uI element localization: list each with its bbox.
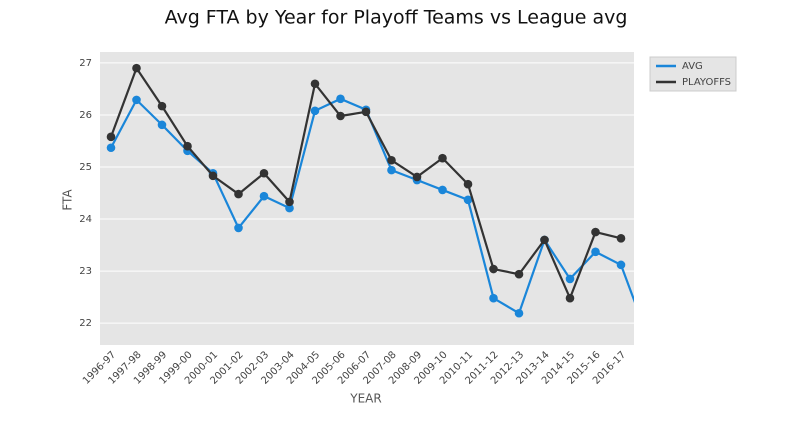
data-point [310,106,320,116]
data-point [132,95,141,105]
data-point [438,153,447,163]
data-point [106,143,116,153]
data-point [361,107,371,117]
data-point [208,171,218,181]
data-point [565,274,575,284]
legend: AVG PLAYOFFS [649,56,737,92]
y-tick-label: 25 [79,162,92,173]
data-point [259,168,269,178]
plot-area [100,52,634,345]
y-tick-label: 23 [79,266,92,277]
data-point [234,223,243,233]
legend-box [649,56,737,92]
y-tick-label: 26 [79,110,92,121]
plot [106,63,651,338]
data-point [157,120,167,130]
data-point [591,227,600,237]
legend-label: AVG [682,61,703,72]
y-axis-label: FTA [61,189,75,211]
data-point [285,197,294,207]
legend-label: PLAYOFFS [682,77,731,88]
y-tick-label: 27 [79,58,92,69]
y-tick-label: 24 [79,214,92,225]
data-point [540,235,549,245]
data-point [387,165,396,175]
data-point [438,185,447,195]
data-point [285,203,294,213]
data-point [616,260,626,270]
data-point [132,63,141,73]
data-point [336,94,345,104]
data-point [565,293,575,303]
data-point [463,179,473,189]
data-point [591,247,600,257]
data-point [310,79,320,89]
chart-title: Avg FTA by Year for Playoff Teams vs Lea… [165,7,628,29]
data-point [234,189,243,199]
data-point [183,141,192,151]
data-point [259,191,269,201]
data-point [616,234,626,243]
data-point [106,132,116,142]
data-point [412,172,422,182]
data-point [336,111,345,121]
data-point [157,101,167,111]
x-axis-label: YEAR [349,392,381,406]
data-point [489,293,498,303]
data-point [387,155,396,165]
data-point [642,329,651,338]
data-point [514,269,524,279]
data-point [463,195,473,205]
data-point [489,264,498,274]
y-tick-label: 22 [79,318,92,329]
data-point [514,308,524,318]
